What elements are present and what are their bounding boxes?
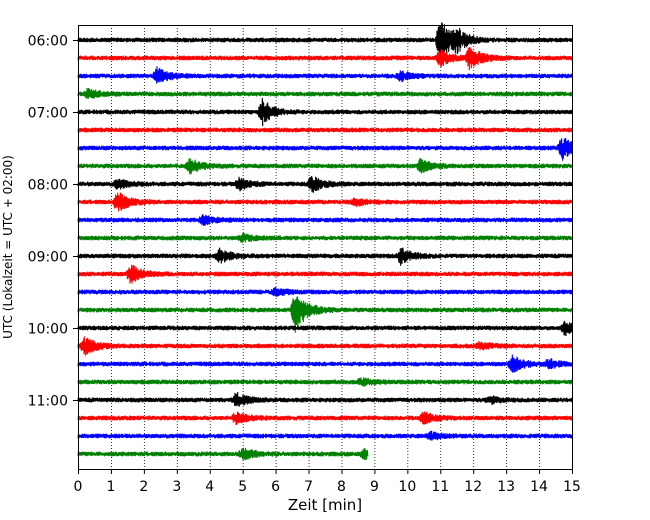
x-tick-label: 8 [337,479,346,495]
trace-line [77,127,573,133]
x-tick-label: 11 [431,479,449,495]
x-axis-label: Zeit [min] [288,496,362,514]
x-tick-label: 9 [370,479,379,495]
trace-line [77,320,573,337]
trace-line [77,447,369,461]
trace-line [77,411,573,425]
y-tick-label: 07:00 [28,106,68,122]
x-tick-label: 2 [139,479,148,495]
x-tick-label: 0 [74,479,83,495]
x-tick-label: 5 [238,479,247,495]
trace-line [77,87,573,99]
trace-line [77,176,573,193]
trace-line [77,192,573,212]
x-axis: 0 1 2 3 4 5 6 7 8 9 10 11 12 13 14 15 [74,469,581,495]
x-tick-label: 7 [304,479,313,495]
trace-line [77,377,573,387]
y-axis: 06:00 07:00 08:00 09:00 10:00 11:00 [28,34,78,410]
trace-line [77,354,573,373]
trace-line [77,137,573,161]
trace-line [77,97,573,127]
trace-line [77,47,573,71]
trace-line [77,392,573,407]
x-tick-label: 3 [172,479,181,495]
trace-line [77,22,573,60]
trace-line [77,296,573,333]
x-tick-label: 14 [530,479,548,495]
y-axis-label: UTC (Lokalzeit = UTC + 02:00) [1,155,15,339]
x-tick-label: 15 [563,479,581,495]
trace-line [77,158,573,175]
x-tick-label: 13 [497,479,515,495]
trace-line [77,430,573,441]
y-tick-label: 11:00 [28,394,68,410]
plot-frame [78,25,573,470]
x-tick-label: 12 [464,479,482,495]
y-tick-label: 10:00 [28,322,68,338]
trace-line [77,66,573,84]
x-tick-label: 1 [106,479,115,495]
x-tick-label: 10 [398,479,416,495]
y-tick-label: 09:00 [28,250,68,266]
y-tick-label: 06:00 [28,34,68,50]
trace-line [77,264,573,284]
trace-line [77,286,573,297]
x-tick-label: 4 [205,479,214,495]
y-tick-label: 08:00 [28,178,68,194]
trace-line [77,247,573,266]
trace-line [77,336,573,356]
trace-line [77,214,573,226]
grid-lines [111,25,540,469]
x-tick-label: 6 [271,479,280,495]
trace-line [77,232,573,243]
traces [77,22,573,461]
